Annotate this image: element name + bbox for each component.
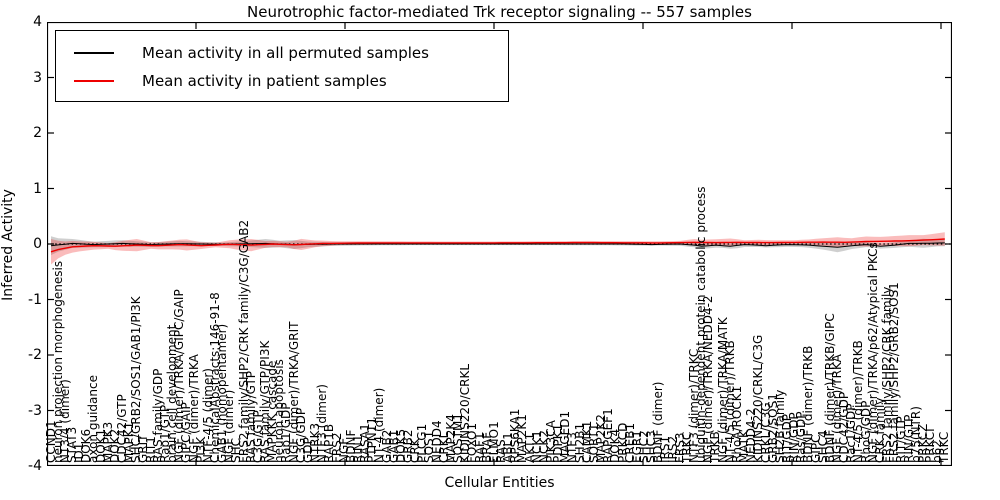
- y-tick-label: 2: [33, 125, 42, 141]
- legend-item-patient: Mean activity in patient samples: [56, 67, 508, 95]
- y-tick-label: -2: [28, 347, 42, 363]
- legend-line-black: [74, 52, 114, 54]
- y-tick-label: 3: [33, 69, 42, 86]
- y-tick-label: 4: [33, 14, 42, 30]
- plot-area: CCND1 neuron projection morphogenesis NT3/…: [44, 22, 952, 466]
- legend-label-permuted: Mean activity in all permuted samples: [142, 44, 429, 62]
- y-tick-label: -4: [28, 458, 42, 474]
- y-tick-label: 1: [33, 180, 42, 197]
- legend-item-permuted: Mean activity in all permuted samples: [56, 39, 508, 67]
- y-tick-label: -1: [28, 291, 42, 308]
- legend: Mean activity in all permuted samples Me…: [55, 30, 509, 102]
- y-tick-label: -3: [28, 402, 42, 419]
- y-tick-label: 0: [33, 236, 42, 252]
- x-entity-label: TRKC: [937, 431, 952, 463]
- x-axis-label: Cellular Entities: [444, 475, 555, 491]
- legend-label-patient: Mean activity in patient samples: [142, 72, 387, 90]
- chart-title: Neurotrophic factor-mediated Trk recepto…: [247, 3, 752, 21]
- chart-canvas: [47, 22, 952, 466]
- legend-line-red: [74, 80, 114, 82]
